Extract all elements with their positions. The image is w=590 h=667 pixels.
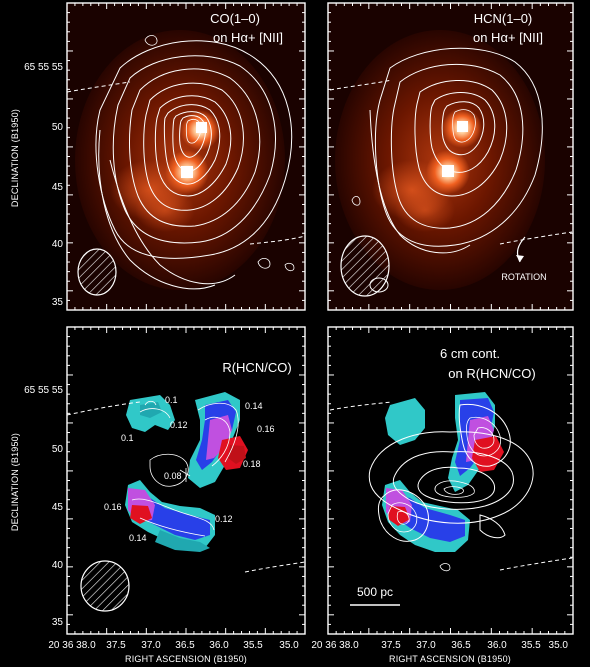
panel-label: R(HCN/CO) xyxy=(222,360,291,375)
y-tick-label: 50 xyxy=(52,122,64,133)
y-tick-label: 45 xyxy=(52,182,64,193)
beam-ellipse xyxy=(340,235,390,297)
x-tick-label: 37.5 xyxy=(381,640,401,651)
halpha-image xyxy=(75,30,285,290)
x-tick-label: 37.5 xyxy=(106,640,126,651)
panel-label: on R(HCN/CO) xyxy=(448,366,535,381)
scale-bar-label: 500 pc xyxy=(357,585,393,599)
major-axis-line xyxy=(499,231,573,245)
x-tick-label: 35.0 xyxy=(279,640,299,651)
y-tick-label: 65 55 55 xyxy=(24,385,63,396)
ratio-contour-label: 0.12 xyxy=(215,514,233,524)
ratio-contour-label: 0.14 xyxy=(129,533,147,543)
ratio-contours xyxy=(131,400,239,537)
major-axis-line xyxy=(499,557,573,571)
ratio-contour-label: 0.16 xyxy=(257,424,275,434)
ratio-contour-label: 0.14 xyxy=(245,401,263,411)
x-tick-label: 37.0 xyxy=(141,640,161,651)
ratio-contour-label: 0.1 xyxy=(121,433,134,443)
x-tick-label: 35.5 xyxy=(521,640,541,651)
x-tick-label: 36.0 xyxy=(487,640,507,651)
x-tick-label: 35.0 xyxy=(549,640,569,651)
y-tick-label: 40 xyxy=(52,560,64,571)
y-tick-label: 50 xyxy=(52,444,64,455)
ratio-contour-label: 0.18 xyxy=(243,459,261,469)
x-tick-label: 36.5 xyxy=(175,640,195,651)
y-tick-label: 40 xyxy=(52,239,64,250)
major-axis-line xyxy=(249,235,306,245)
panel-label: 6 cm cont. xyxy=(440,346,500,361)
ratio-contour-label: 0.16 xyxy=(104,502,122,512)
y-axis-top: 65 55 55 50 45 40 35 DECLINATION (B1950) xyxy=(10,62,63,308)
beam-ellipse xyxy=(80,560,130,612)
y-axis-title: DECLINATION (B1950) xyxy=(10,109,20,207)
halpha-image xyxy=(335,30,545,290)
x-axis-right: 20 36 38.0 37.5 37.0 36.5 36.0 35.5 35.0… xyxy=(311,640,568,664)
x-tick-label: 36.5 xyxy=(451,640,471,651)
major-axis-line xyxy=(66,81,131,93)
tick-marks xyxy=(67,3,573,634)
major-axis-line xyxy=(329,79,393,91)
small-beam-ellipse xyxy=(369,277,389,293)
major-axis-line xyxy=(244,561,306,573)
y-tick-label: 35 xyxy=(52,617,64,628)
x-axis-title: RIGHT ASCENSION (B1950) xyxy=(389,654,511,664)
major-axis-line xyxy=(329,401,393,411)
panel-6cm-on-ratio: 500 pc 6 cm cont. on R(HCN/CO) xyxy=(327,326,574,635)
x-axis-left: 20 36 38.0 37.5 37.0 36.5 36.0 35.5 35.0… xyxy=(48,640,299,664)
x-tick-label: 20 36 38.0 xyxy=(311,640,359,651)
beam-ellipse xyxy=(77,248,117,296)
hcn-contours xyxy=(351,47,543,254)
ratio-contour-label: 0.12 xyxy=(170,420,188,430)
panel-label: CO(1–0) xyxy=(210,11,260,26)
major-axis-line xyxy=(66,401,141,416)
panel-co-on-halpha: CO(1–0) on Hα+ [NII] xyxy=(66,2,306,311)
x-axis-title: RIGHT ASCENSION (B1950) xyxy=(125,654,247,664)
ratio-contour-label: 0.08 xyxy=(164,471,182,481)
x-tick-label: 37.0 xyxy=(416,640,436,651)
x-tick-label: 20 36 38.0 xyxy=(48,640,96,651)
x-tick-label: 35.5 xyxy=(243,640,263,651)
y-axis-bottom: 65 55 55 50 45 40 35 DECLINATION (B1950) xyxy=(10,385,63,628)
rotation-arrow xyxy=(516,236,526,263)
y-axis-title: DECLINATION (B1950) xyxy=(10,433,20,531)
co-contours xyxy=(95,35,295,290)
panel-label: HCN(1–0) xyxy=(474,11,533,26)
continuum-contours xyxy=(368,403,534,572)
y-tick-label: 45 xyxy=(52,502,64,513)
panel-hcn-on-halpha: ROTATION HCN(1–0) on Hα+ [NII] xyxy=(327,2,574,311)
x-tick-label: 36.0 xyxy=(209,640,229,651)
ratio-contour-label: 0.1 xyxy=(165,395,178,405)
y-tick-label: 65 55 55 xyxy=(24,62,63,73)
panel-label: on Hα+ [NII] xyxy=(213,30,283,45)
panel-label: on Hα+ [NII] xyxy=(473,30,543,45)
ratio-pixels xyxy=(125,392,248,552)
panel-ratio-map: R(HCN/CO) 0.1 0.14 0.1 0.12 0.16 0.18 0.… xyxy=(66,326,306,635)
rotation-label: ROTATION xyxy=(501,272,546,282)
y-tick-label: 35 xyxy=(52,297,64,308)
